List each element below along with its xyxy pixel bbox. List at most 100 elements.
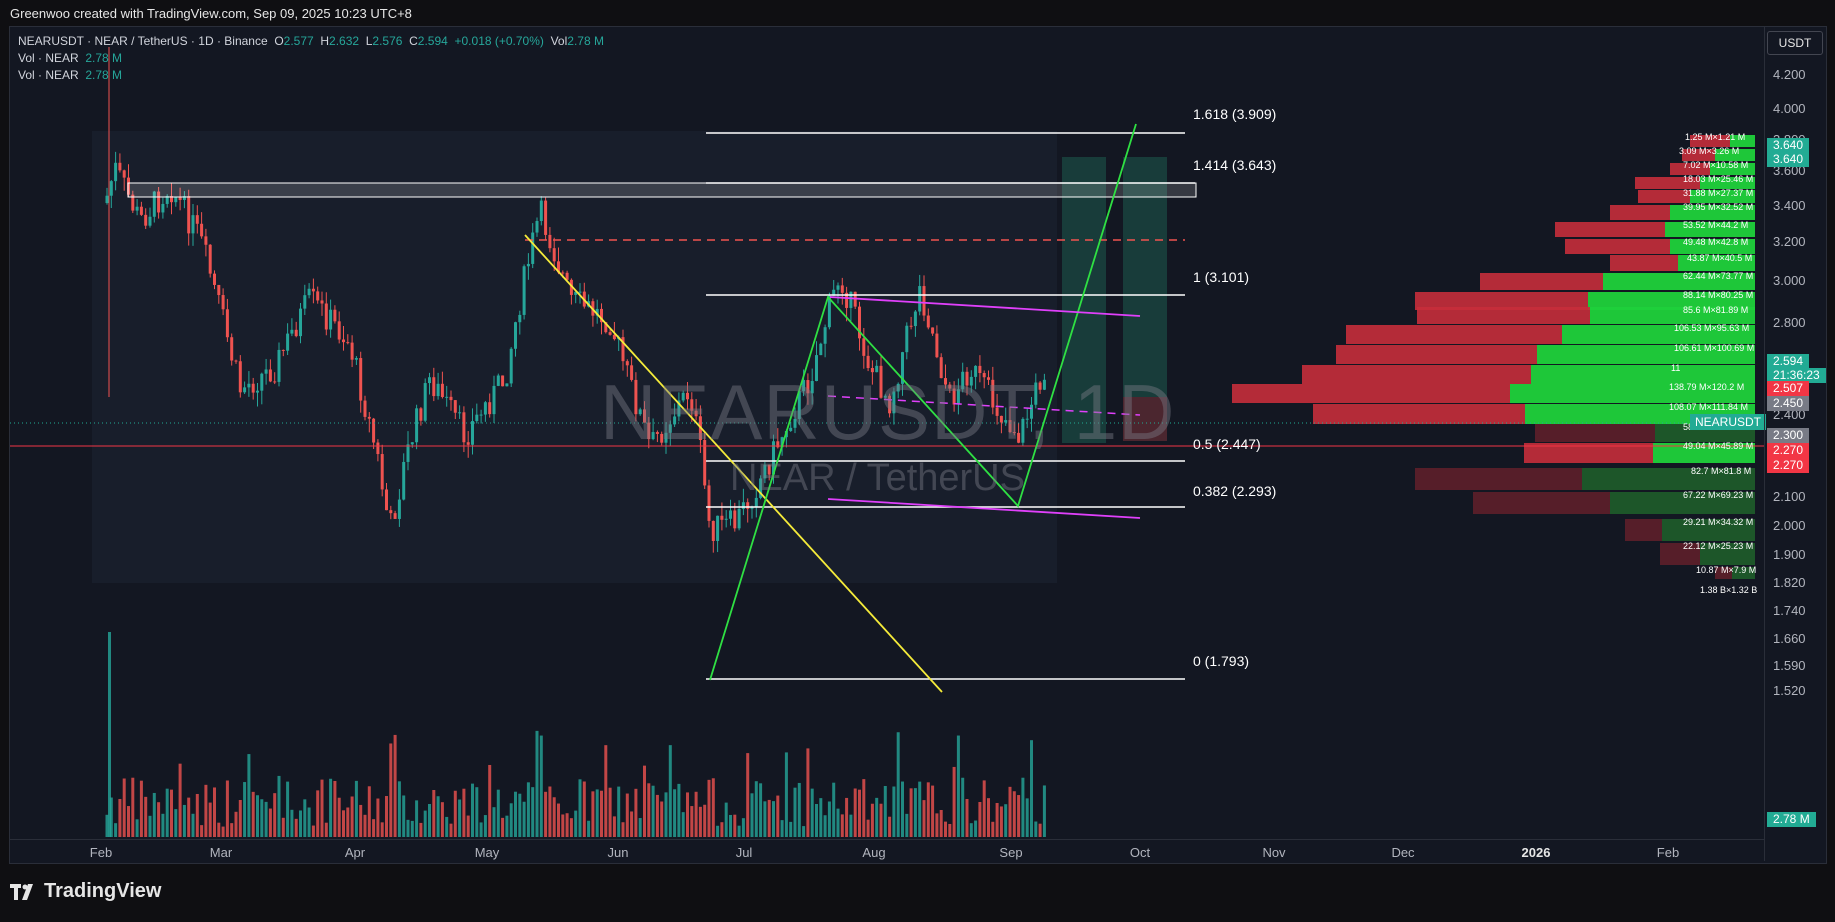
candle-body	[651, 432, 655, 440]
volume-bar	[247, 754, 251, 837]
candle-body	[1038, 382, 1042, 390]
volume-bar	[423, 810, 427, 837]
volume-profile-label: 10.87 M×7.9 M	[1696, 565, 1757, 575]
volume-bar	[677, 783, 681, 837]
volume-bar	[561, 814, 565, 837]
volume-profile-buy-bar	[1510, 384, 1755, 403]
volume-bar	[108, 632, 111, 837]
price-badge: 2.300	[1767, 428, 1810, 443]
volume-bar	[385, 796, 388, 837]
candle-body	[247, 383, 251, 388]
legend-vol-row-2[interactable]: Vol · NEAR 2.78 M	[18, 67, 604, 84]
volume-bar	[105, 814, 109, 837]
volume-profile-sell-bar	[1415, 468, 1582, 490]
candle-body	[453, 400, 457, 413]
price-chart[interactable]	[10, 27, 1764, 861]
candle-body	[109, 181, 113, 196]
candle-body	[286, 333, 290, 351]
legend-symbol[interactable]: NEARUSDT · NEAR / TetherUS · 1D · Binanc…	[18, 34, 268, 48]
candle-body	[139, 206, 143, 215]
candle-body	[569, 279, 573, 295]
candle-body	[410, 442, 414, 445]
candle-body	[754, 497, 758, 508]
volume-profile-label: 106.61 M×100.69 M	[1674, 343, 1755, 353]
volume-bar	[944, 821, 947, 837]
volume-profile-label: 138.79 M×120.2 M	[1669, 382, 1745, 392]
volume-profile-label: 88.14 M×80.25 M	[1683, 290, 1754, 300]
volume-bar	[170, 789, 173, 837]
volume-bar	[724, 802, 728, 837]
volume-bar	[294, 818, 298, 837]
candle-body	[815, 355, 818, 382]
volume-bar	[501, 817, 505, 837]
tradingview-logo[interactable]: TradingView	[10, 880, 161, 903]
volume-bar	[514, 791, 517, 837]
time-axis[interactable]: Feb Mar Apr May Jun Jul Aug Sep Oct Nov Dec 2026 Feb	[10, 839, 1764, 862]
candle-body	[299, 308, 302, 337]
legend: NEARUSDT · NEAR / TetherUS · 1D · Binanc…	[18, 33, 604, 84]
volume-bar	[815, 804, 818, 837]
candle-body	[479, 414, 483, 416]
time-axis-label: May	[474, 845, 500, 860]
volume-bar	[759, 783, 763, 837]
volume-bar	[625, 793, 629, 837]
volume-bar	[535, 730, 539, 837]
candle-body	[449, 396, 453, 401]
candle-body	[178, 197, 182, 200]
candle-body	[208, 244, 212, 274]
candle-body	[376, 442, 380, 455]
candle-body	[415, 408, 419, 443]
candle-body	[767, 464, 771, 475]
fib-level-label: 1 (3.101)	[1193, 269, 1250, 285]
candle-body	[501, 375, 505, 387]
candle-body	[991, 379, 995, 408]
candle-body	[870, 368, 874, 373]
candle-body	[664, 432, 668, 443]
time-axis-label: Dec	[1391, 845, 1415, 860]
volume-bar	[496, 789, 500, 837]
candle-body	[935, 333, 939, 358]
volume-profile-buy-bar	[1562, 325, 1755, 344]
candle-body	[251, 383, 255, 393]
candle-body	[776, 441, 780, 448]
candle-body	[174, 197, 178, 203]
volume-bar	[948, 823, 952, 837]
volume-profile-sell-bar	[1638, 190, 1690, 203]
candle-body	[256, 390, 259, 393]
volume-bar	[311, 825, 315, 837]
legend-symbol-row[interactable]: NEARUSDT · NEAR / TetherUS · 1D · Binanc…	[18, 33, 604, 50]
candle-body	[918, 286, 922, 312]
volume-bar	[191, 813, 195, 837]
volume-bar	[1038, 823, 1042, 837]
price-axis-label: 4.000	[1773, 101, 1806, 116]
candle-body	[268, 369, 272, 382]
candle-body	[260, 373, 264, 391]
candle-body	[152, 191, 156, 217]
volume-bar	[488, 764, 492, 837]
candle-body	[281, 349, 285, 351]
time-axis-label: Sep	[999, 845, 1023, 860]
volume-bar	[784, 752, 788, 837]
chart-pane[interactable]: NEARUSDT, 1D NEAR / TetherUS NEARUSDT · …	[10, 27, 1767, 862]
candle-body	[346, 342, 350, 344]
candle-body	[544, 200, 548, 235]
volume-bar	[737, 825, 741, 837]
brand-name: TradingView	[44, 880, 162, 902]
volume-bar	[879, 803, 883, 837]
volume-bar	[612, 816, 616, 837]
volume-bar	[428, 803, 431, 837]
candle-body	[1034, 382, 1038, 405]
price-axis-label: 2.800	[1773, 315, 1806, 330]
volume-bar	[230, 823, 234, 837]
volume-bar	[324, 822, 328, 837]
volume-bar	[367, 786, 371, 837]
candle-body	[406, 444, 410, 462]
time-axis-label: 2026	[1521, 845, 1551, 860]
time-axis-label: Feb	[89, 845, 113, 860]
currency-button[interactable]: USDT	[1767, 31, 1823, 55]
candle-body	[913, 311, 917, 327]
volume-bar	[961, 777, 965, 837]
volume-bar	[135, 819, 139, 837]
legend-vol-row-1[interactable]: Vol · NEAR 2.78 M	[18, 50, 604, 67]
volume-profile-sell-bar	[1690, 135, 1730, 147]
